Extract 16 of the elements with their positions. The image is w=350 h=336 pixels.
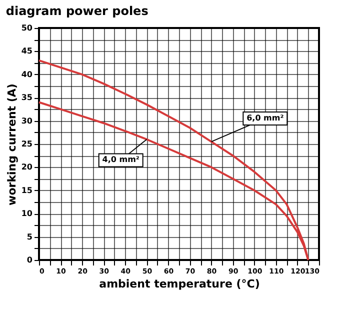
y-tick-label: 30 [21,116,33,126]
y-tick-label: 20 [21,162,33,172]
chart-title: diagram power poles [6,4,148,18]
y-tick-label: 0 [26,256,33,264]
y-tick-label: 5 [26,232,33,242]
y-tick-label: 35 [21,93,33,102]
y-tick-label: 25 [21,140,33,148]
y-tick-label: 40 [21,70,33,79]
y-tick-label: 45 [21,46,33,56]
annotation: 4,0 mm² [102,155,140,164]
y-tick-label: 10 [21,209,33,218]
annotation: 6,0 mm² [246,113,284,122]
y-tick-label: 50 [21,24,33,32]
y-tick-label: 15 [21,186,33,195]
y-axis-title: working current (A) [5,84,18,206]
x-axis-title: ambient temperature (°C) [99,278,260,290]
